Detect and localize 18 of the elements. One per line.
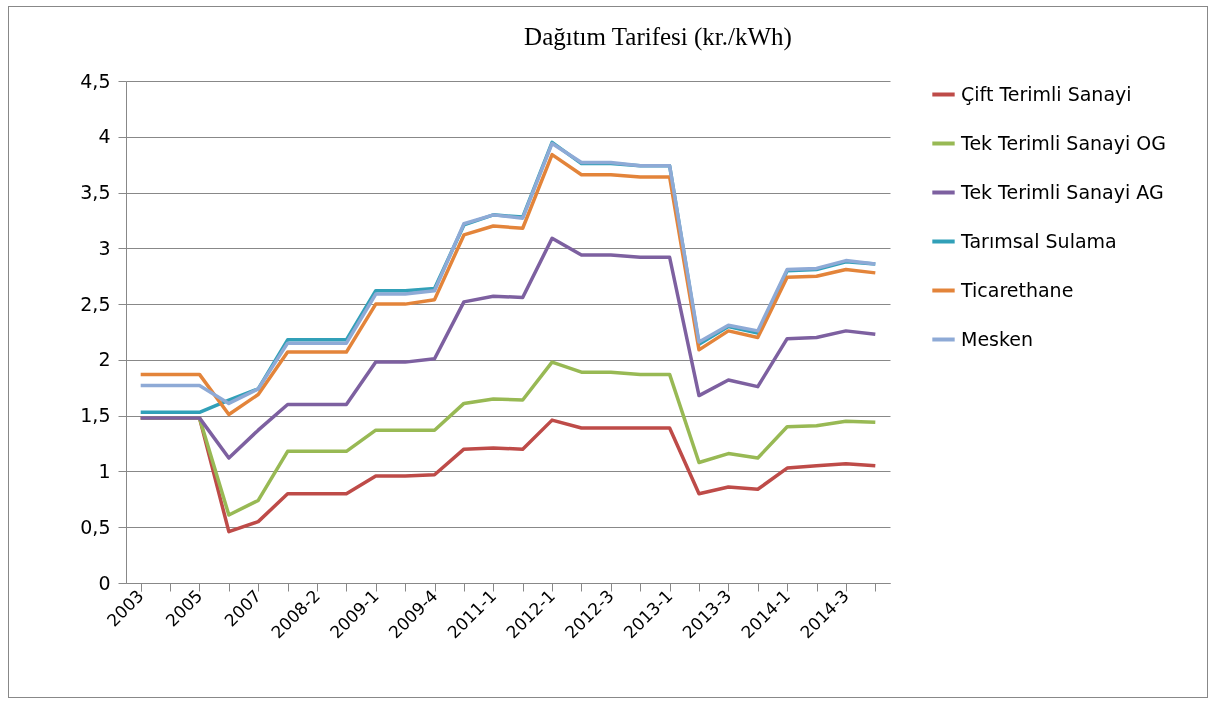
y-tick-label: 0,5 [80,515,111,538]
legend-label: Tarımsal Sulama [960,229,1117,252]
y-tick-label: 3 [98,236,111,259]
legend-label: Mesken [961,327,1034,350]
y-tick-label: 4,5 [80,69,111,92]
legend-label: Tek Terimli Sanayi AG [960,180,1164,203]
y-tick-label: 2 [98,348,111,371]
y-tick-label: 1,5 [80,404,111,427]
legend-label: Ticarethane [960,278,1074,301]
y-tick-label: 2,5 [80,292,111,315]
legend-label: Çift Terimli Sanayi [961,82,1132,105]
y-tick-label: 4 [98,125,111,148]
legend-label: Tek Terimli Sanayi OG [960,131,1167,154]
y-tick-label: 0 [98,571,111,594]
line-series [138,236,878,460]
y-tick-label: 3,5 [80,181,111,204]
y-tick-label: 1 [98,459,111,482]
chart-title: Dağıtım Tarifesi (kr./kWh) [524,23,792,51]
